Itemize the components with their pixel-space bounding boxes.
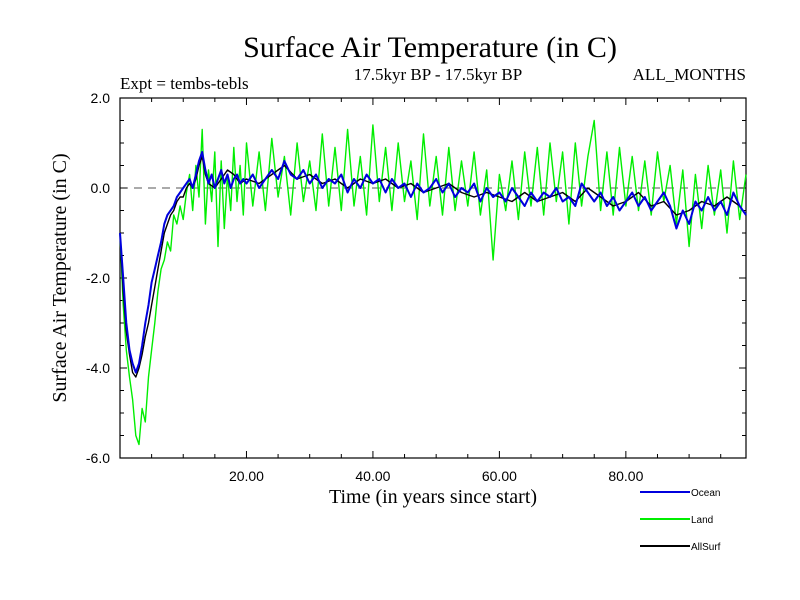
series-group — [119, 119, 747, 446]
legend-label-allsurf: AllSurf — [691, 542, 721, 553]
plot-frame — [119, 97, 747, 459]
legend-label-land: Land — [691, 515, 713, 526]
chart-title: Surface Air Temperature (in C) — [243, 31, 617, 64]
y-tick-label: 0.0 — [91, 180, 111, 196]
experiment-label: Expt = tembs-tebls — [120, 74, 249, 93]
x-axis-label: Time (in years since start) — [329, 486, 537, 508]
x-tick-label: 60.00 — [482, 468, 517, 484]
x-tick-label: 80.00 — [608, 468, 643, 484]
y-axis: 2.0 0.0 -2.0 -4.0 -6.0 — [86, 90, 746, 466]
y-tick-label: 2.0 — [91, 90, 111, 106]
x-axis: 20.00 40.00 60.00 80.00 — [151, 98, 722, 484]
x-tick-label: 20.00 — [229, 468, 264, 484]
y-tick-label: -4.0 — [86, 360, 110, 376]
period-label: 17.5kyr BP - 17.5kyr BP — [354, 65, 522, 84]
y-axis-label: Surface Air Temperature (in C) — [49, 153, 71, 402]
months-label: ALL_MONTHS — [633, 65, 746, 84]
legend-label-ocean: Ocean — [691, 488, 720, 499]
y-tick-label: -2.0 — [86, 270, 110, 286]
series-line-ocean — [119, 151, 747, 374]
x-tick-label: 40.00 — [355, 468, 390, 484]
series-line-land — [119, 119, 747, 446]
series-line-allsurf — [119, 155, 747, 378]
y-tick-label: -6.0 — [86, 450, 110, 466]
legend: Ocean Land AllSurf — [640, 488, 721, 553]
